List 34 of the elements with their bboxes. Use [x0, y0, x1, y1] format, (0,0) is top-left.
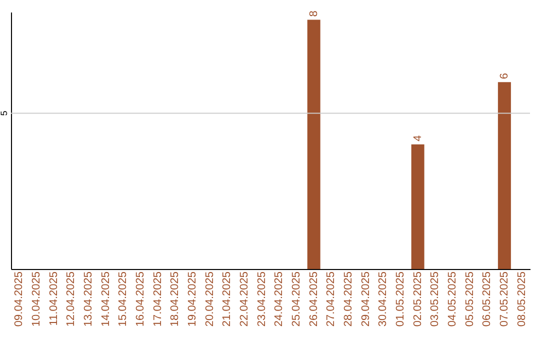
x-tick-label: 28.04.2025: [342, 272, 354, 327]
x-tick-label: 04.05.2025: [446, 272, 458, 327]
x-tick-label: 02.05.2025: [412, 272, 424, 327]
x-tick-label: 17.04.2025: [152, 272, 164, 327]
x-tick-label: 10.04.2025: [30, 272, 43, 327]
x-tick-label: 19.04.2025: [186, 272, 199, 327]
x-tick-label: 14.04.2025: [100, 272, 112, 327]
x-tick-label: 16.04.2025: [134, 272, 147, 327]
x-tick-label: 01.05.2025: [394, 272, 406, 327]
x-tick-label: 25.04.2025: [290, 272, 302, 327]
x-tick-label: 12.04.2025: [65, 272, 78, 327]
x-tick-label: 08.05.2025: [516, 272, 528, 327]
data-label: 4: [412, 135, 424, 142]
x-tick-label: 03.05.2025: [429, 272, 442, 327]
data-label: 6: [498, 72, 510, 80]
x-tick-label: 07.05.2025: [498, 272, 510, 327]
x-tick-label: 24.04.2025: [273, 272, 286, 327]
x-tick-label: 23.04.2025: [256, 272, 268, 327]
x-tick-label: 09.04.2025: [13, 272, 26, 327]
x-tick-label: 05.05.2025: [464, 272, 476, 327]
x-tick-label: 20.04.2025: [204, 272, 216, 327]
x-tick-label: 29.04.2025: [360, 272, 372, 327]
x-tick-label: 15.04.2025: [117, 272, 130, 327]
x-tick-label: 11.04.2025: [48, 272, 60, 326]
x-tick-label: 18.04.2025: [169, 272, 182, 327]
ref-line-label: 5: [0, 110, 9, 116]
x-tick-label: 13.04.2025: [82, 272, 95, 327]
x-tick-label: 06.05.2025: [481, 272, 494, 327]
x-tick-label: 27.04.2025: [325, 272, 338, 327]
x-tick-label: 30.04.2025: [377, 272, 390, 327]
x-tick-label: 26.04.2025: [308, 272, 320, 327]
x-tick-label: 21.04.2025: [221, 272, 234, 327]
x-tick-label: 22.04.2025: [238, 272, 251, 327]
data-label: 8: [308, 10, 320, 17]
